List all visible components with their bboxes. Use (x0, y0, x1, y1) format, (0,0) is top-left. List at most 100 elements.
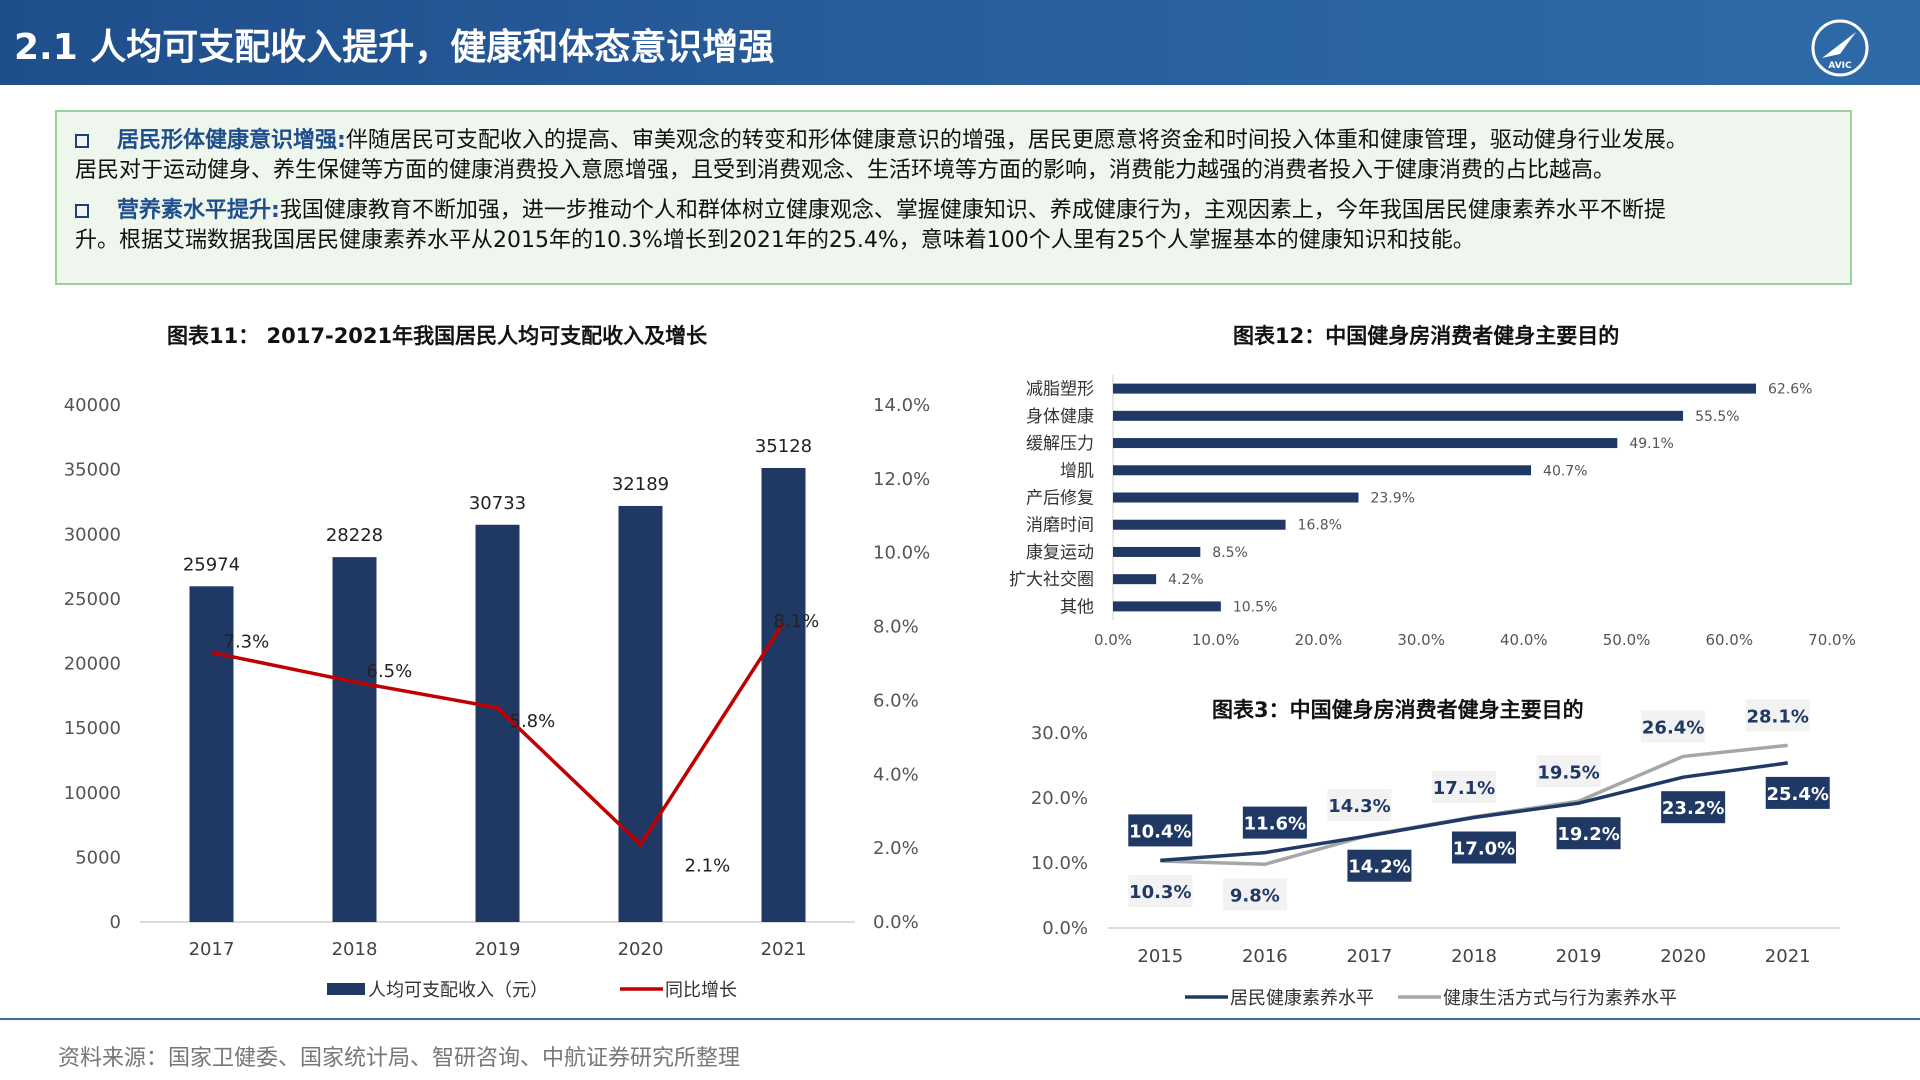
bar-data-label: 30733 (469, 493, 526, 514)
x-tick-label: 2021 (761, 939, 807, 960)
lifestyle-data-label: 17.1% (1433, 778, 1495, 799)
y2-tick-label: 0.0% (873, 912, 919, 933)
y2-tick-label: 2.0% (873, 838, 919, 859)
legend-label-lifestyle: 健康生活方式与行为素养水平 (1443, 988, 1677, 1009)
chart-title-literacy: 图表3：中国健身房消费者健身主要目的 (1212, 698, 1584, 722)
y-tick-label: 5000 (75, 847, 121, 868)
category-label: 减脂塑形 (1026, 380, 1094, 400)
bar (1113, 410, 1684, 421)
y-tick-label: 30000 (64, 524, 121, 545)
x-tick-label: 20.0% (1295, 631, 1343, 649)
bar (332, 557, 377, 922)
bar-data-label: 4.2% (1168, 572, 1204, 588)
chart-title-income: 图表11： 2017-2021年我国居民人均可支配收入及增长 (167, 324, 708, 348)
lifestyle-data-label: 26.4% (1642, 717, 1704, 738)
y2-tick-label: 10.0% (873, 543, 930, 564)
bar (1113, 519, 1286, 530)
bar-data-label: 40.7% (1543, 463, 1587, 479)
category-label: 康复运动 (1026, 543, 1094, 563)
lifestyle-data-label-box (1641, 710, 1706, 743)
x-tick-label: 2018 (332, 939, 378, 960)
x-tick-label: 70.0% (1808, 631, 1856, 649)
literacy-data-label-box (1128, 814, 1193, 847)
y-tick-label: 35000 (64, 460, 121, 481)
header-bar: 2.1 人均可支配收入提升，健康和体态意识增强 AVIC (0, 0, 1920, 85)
bar-data-label: 25974 (183, 554, 240, 575)
x-tick-label: 2016 (1242, 946, 1288, 967)
y2-tick-label: 4.0% (873, 764, 919, 785)
bullet-line: 升。根据艾瑞数据我国居民健康素养水平从2015年的10.3%增长到2021年的2… (75, 228, 1475, 253)
x-tick-label: 2018 (1451, 946, 1497, 967)
category-label: 缓解压力 (1026, 434, 1094, 454)
line-data-label: 7.3% (224, 631, 270, 652)
x-tick-label: 2020 (618, 939, 664, 960)
bar-data-label: 55.5% (1695, 409, 1739, 425)
lifestyle-data-label-box (1432, 770, 1496, 803)
x-tick-label: 2019 (1556, 946, 1602, 967)
literacy-data-label: 14.2% (1348, 857, 1410, 878)
summary-box: 居民形体健康意识增强:伴随居民可支配收入的提高、审美观念的转变和形体健康意识的增… (55, 110, 1852, 285)
growth-series-line (211, 621, 785, 848)
x-tick-label: 40.0% (1500, 631, 1548, 649)
line-data-label: 2.1% (685, 855, 731, 876)
x-tick-label: 2017 (1347, 946, 1393, 967)
square-bullet-icon (75, 204, 89, 218)
legend-label-income: 人均可支配收入（元） (368, 980, 548, 1001)
bar (1113, 438, 1618, 449)
literacy-data-label-box (1347, 849, 1412, 882)
y-tick-label: 30.0% (1031, 723, 1088, 744)
bar (1113, 601, 1221, 612)
avic-logo-icon: AVIC (1811, 19, 1869, 77)
bullet-line: 我国健康教育不断加强，进一步推动个人和群体树立健康观念、掌握健康知识、养成健康行… (279, 198, 1666, 223)
bar (1113, 465, 1532, 476)
bullet-line: 居民对于运动健身、养生保健等方面的健康消费投入意愿增强，且受到消费观念、生活环境… (75, 158, 1616, 183)
bar-data-label: 62.6% (1768, 382, 1812, 398)
category-label: 增肌 (1060, 461, 1094, 481)
y-tick-label: 10.0% (1031, 853, 1088, 874)
literacy-data-label: 11.6% (1244, 814, 1306, 835)
line-data-label: 8.1% (774, 611, 820, 632)
x-tick-label: 50.0% (1603, 631, 1651, 649)
x-tick-label: 0.0% (1094, 631, 1132, 649)
literacy-data-label-box (1242, 806, 1307, 839)
lifestyle-data-label: 19.5% (1537, 762, 1599, 783)
y-tick-label: 0 (110, 912, 121, 933)
lifestyle-data-label: 14.3% (1328, 796, 1390, 817)
bar-data-label: 16.8% (1298, 518, 1342, 534)
literacy-data-label: 23.2% (1662, 798, 1724, 819)
y2-tick-label: 12.0% (873, 469, 930, 490)
x-tick-label: 2021 (1765, 946, 1811, 967)
category-label: 扩大社交圈 (1009, 570, 1094, 590)
category-label: 产后修复 (1026, 489, 1094, 509)
literacy-data-label: 10.4% (1129, 821, 1191, 842)
source-note: 资料来源：国家卫健委、国家统计局、智研咨询、中航证券研究所整理 (58, 1046, 741, 1071)
y-tick-label: 40000 (64, 395, 121, 416)
line-data-label: 5.8% (510, 711, 556, 732)
bar-data-label: 32189 (612, 474, 669, 495)
category-label: 消磨时间 (1026, 516, 1094, 536)
x-tick-label: 2019 (475, 939, 521, 960)
bar-data-label: 49.1% (1629, 436, 1673, 452)
chart-title-purpose: 图表12：中国健身房消费者健身主要目的 (1233, 324, 1620, 348)
literacy-data-label-box (1452, 831, 1516, 864)
lifestyle-data-label-box (1222, 878, 1287, 911)
bar-data-label: 8.5% (1212, 545, 1248, 561)
bar-data-label: 28228 (326, 525, 383, 546)
bullet-line: 伴随居民可支配收入的提高、审美观念的转变和形体健康意识的增强，居民更愿意将资金和… (345, 128, 1688, 153)
lifestyle-data-label: 28.1% (1746, 706, 1808, 727)
bullet-keyword: 营养素水平提升: (117, 198, 280, 223)
x-tick-label: 60.0% (1705, 631, 1753, 649)
bar (618, 505, 663, 922)
bullet-keyword: 居民形体健康意识增强: (117, 128, 346, 153)
bar (1113, 492, 1359, 503)
bar (761, 467, 806, 922)
x-tick-label: 10.0% (1192, 631, 1240, 649)
y-tick-label: 20000 (64, 654, 121, 675)
bar (189, 586, 234, 922)
bar-data-label: 23.9% (1370, 491, 1414, 507)
lifestyle-data-label-box (1327, 789, 1392, 822)
line-data-label: 6.5% (367, 661, 413, 682)
footer-divider (0, 1018, 1920, 1020)
x-tick-label: 30.0% (1397, 631, 1445, 649)
